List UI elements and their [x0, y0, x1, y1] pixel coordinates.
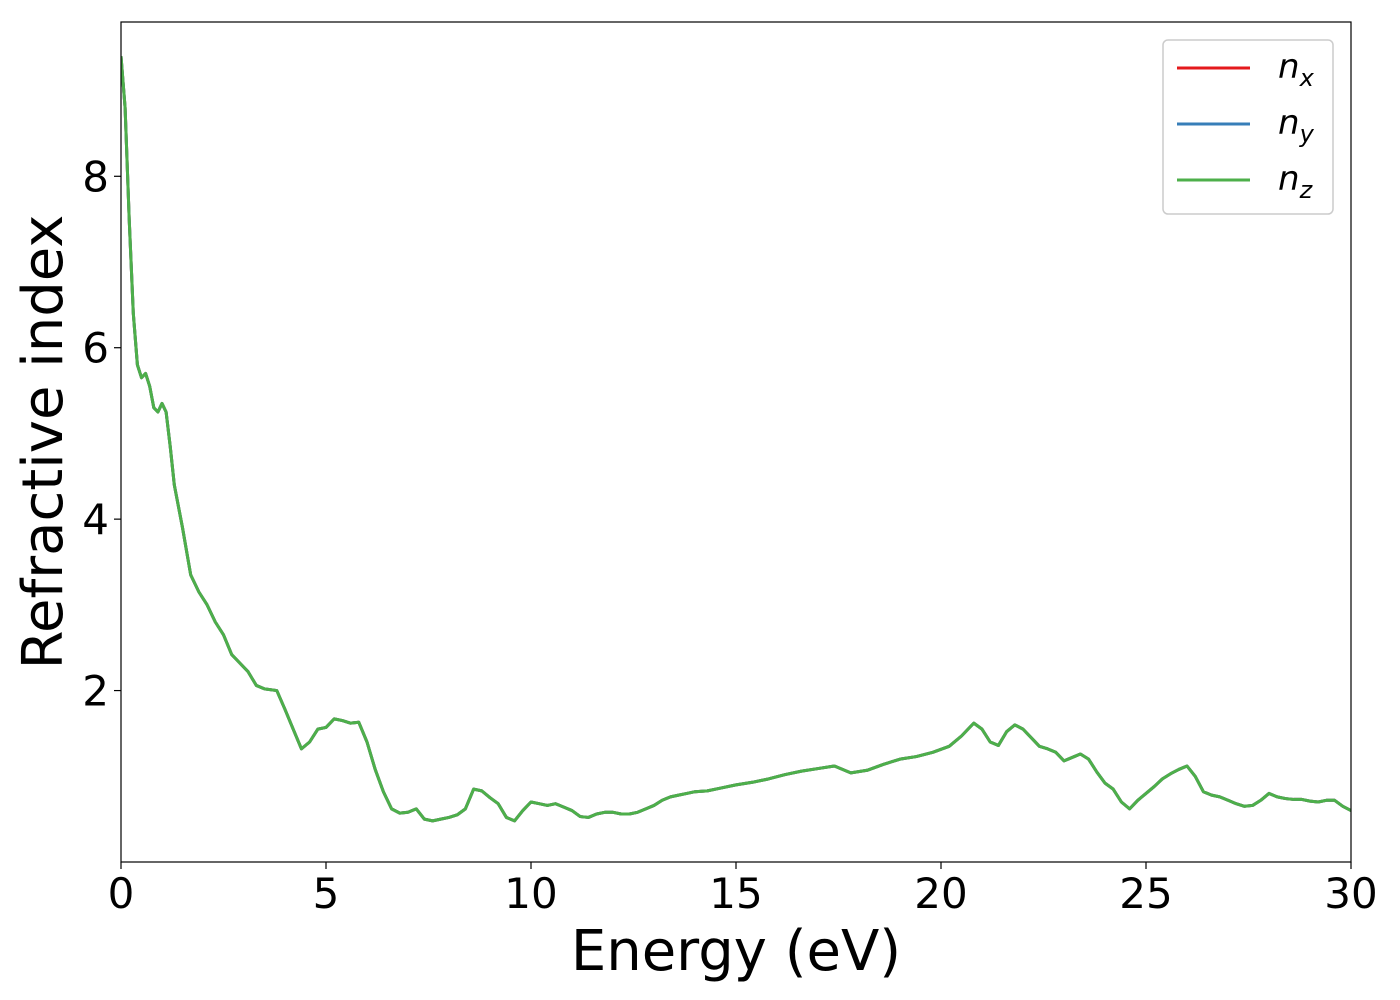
x-tick-label: 20: [914, 869, 967, 918]
x-tick-label: 30: [1324, 869, 1377, 918]
y-tick-label: 6: [82, 324, 109, 373]
y-axis: 2 4 6 8: [82, 152, 121, 716]
legend-label-ny: ny: [1278, 103, 1315, 148]
legend-label-nx: nx: [1278, 47, 1315, 92]
legend-label-nz: nz: [1278, 159, 1314, 204]
y-axis-title: Refractive index: [11, 215, 76, 670]
y-tick-label: 8: [82, 152, 109, 201]
legend-box: [1162, 39, 1334, 215]
x-tick-label: 0: [108, 869, 135, 918]
y-tick-label: 2: [82, 667, 109, 716]
x-tick-label: 10: [504, 869, 557, 918]
y-tick-label: 4: [82, 495, 109, 544]
legend: nx ny nz: [1162, 39, 1334, 215]
x-axis: 0 5 10 15 20 25 30: [108, 862, 1378, 918]
series-line-nz: [121, 56, 1351, 823]
x-tick-label: 15: [709, 869, 762, 918]
x-tick-label: 5: [313, 869, 340, 918]
x-tick-label: 25: [1119, 869, 1172, 918]
x-axis-title: Energy (eV): [571, 919, 901, 984]
series-layer: [121, 56, 1351, 823]
